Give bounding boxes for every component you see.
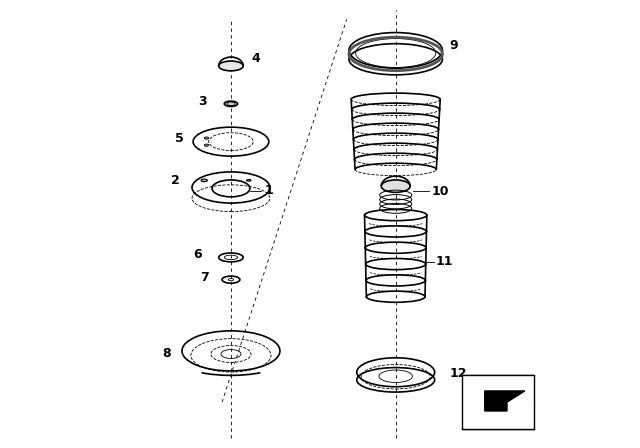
FancyBboxPatch shape bbox=[463, 375, 534, 429]
Text: 5: 5 bbox=[175, 132, 184, 145]
Text: 2: 2 bbox=[171, 174, 180, 187]
Text: 6: 6 bbox=[193, 248, 202, 261]
Text: 12: 12 bbox=[449, 366, 467, 379]
Ellipse shape bbox=[381, 180, 410, 192]
Text: 8: 8 bbox=[162, 347, 171, 360]
Ellipse shape bbox=[201, 179, 207, 182]
Polygon shape bbox=[484, 391, 525, 411]
Text: 3: 3 bbox=[198, 95, 207, 108]
Text: 001431 02: 001431 02 bbox=[476, 416, 520, 425]
Ellipse shape bbox=[224, 101, 237, 107]
Ellipse shape bbox=[246, 180, 251, 181]
Ellipse shape bbox=[204, 144, 209, 146]
Ellipse shape bbox=[219, 61, 243, 71]
Text: 11: 11 bbox=[436, 255, 453, 268]
Text: 4: 4 bbox=[251, 52, 260, 65]
Text: 10: 10 bbox=[431, 185, 449, 198]
Text: 9: 9 bbox=[449, 39, 458, 52]
Ellipse shape bbox=[204, 137, 209, 139]
Text: 1: 1 bbox=[264, 184, 273, 197]
Text: 7: 7 bbox=[200, 271, 209, 284]
